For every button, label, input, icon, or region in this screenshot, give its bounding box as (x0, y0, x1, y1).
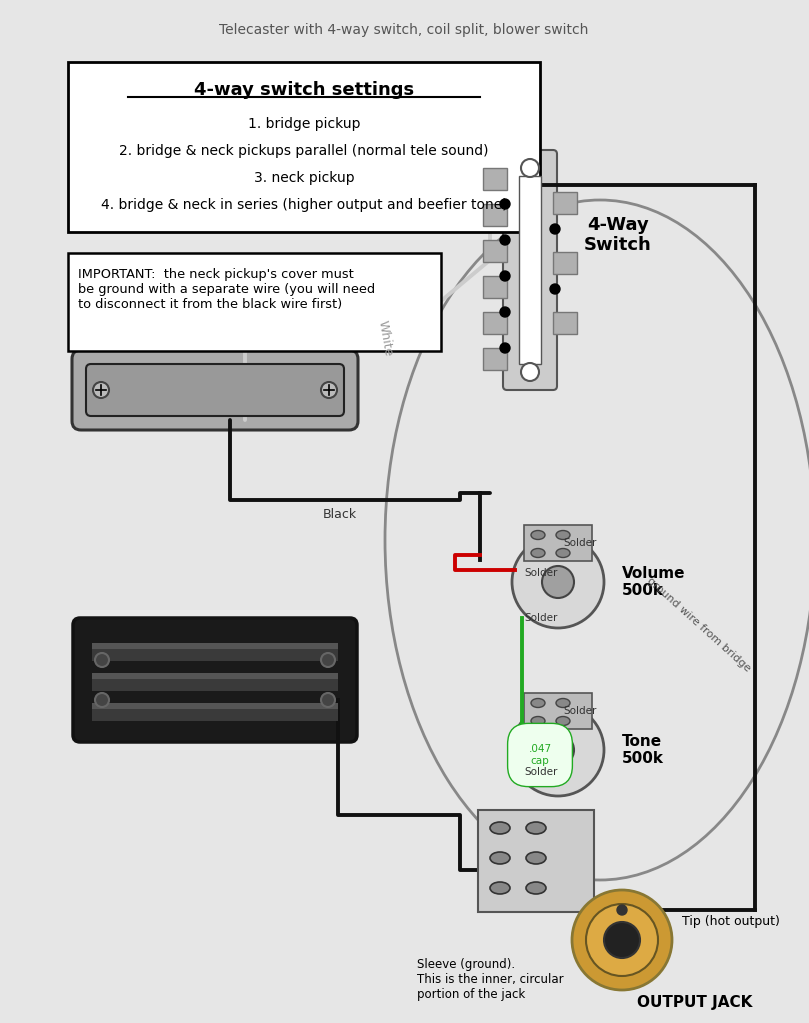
Circle shape (512, 704, 604, 796)
Ellipse shape (556, 716, 570, 725)
Circle shape (521, 159, 539, 177)
Circle shape (550, 284, 560, 294)
Ellipse shape (531, 699, 545, 708)
Circle shape (542, 733, 574, 766)
Circle shape (521, 363, 539, 381)
Bar (68, 62, 540, 232)
Text: ground wire from bridge: ground wire from bridge (645, 576, 752, 674)
Circle shape (93, 382, 109, 398)
FancyBboxPatch shape (86, 364, 344, 416)
Bar (92, 703, 338, 721)
Circle shape (617, 905, 627, 915)
Text: .047
cap: .047 cap (528, 744, 552, 766)
Ellipse shape (531, 531, 545, 539)
Text: Black: Black (323, 508, 357, 521)
Bar (483, 348, 507, 370)
Text: 4. bridge & neck in series (higher output and beefier tone): 4. bridge & neck in series (higher outpu… (100, 198, 507, 212)
Text: 1. bridge pickup: 1. bridge pickup (248, 117, 360, 131)
Circle shape (500, 271, 510, 281)
Ellipse shape (531, 548, 545, 558)
Circle shape (586, 904, 658, 976)
Circle shape (321, 382, 337, 398)
Bar (483, 204, 507, 226)
Ellipse shape (490, 882, 510, 894)
Circle shape (500, 307, 510, 317)
Ellipse shape (556, 699, 570, 708)
Circle shape (500, 235, 510, 244)
Circle shape (321, 653, 335, 667)
Text: Volume
500k: Volume 500k (622, 566, 685, 598)
Bar (68, 253, 441, 351)
Text: 4-Way
Switch: 4-Way Switch (584, 216, 652, 255)
Bar (553, 312, 577, 333)
Circle shape (542, 566, 574, 598)
Text: IMPORTANT:  the neck pickup's cover must
be ground with a separate wire (you wil: IMPORTANT: the neck pickup's cover must … (78, 268, 375, 311)
Circle shape (500, 199, 510, 209)
Text: OUTPUT JACK: OUTPUT JACK (637, 994, 752, 1010)
FancyBboxPatch shape (73, 618, 357, 742)
Text: Tone
500k: Tone 500k (622, 733, 664, 766)
Bar (483, 240, 507, 262)
Bar (483, 168, 507, 190)
FancyBboxPatch shape (72, 350, 358, 430)
Bar (483, 312, 507, 333)
Bar (483, 276, 507, 298)
Circle shape (604, 922, 640, 958)
Ellipse shape (556, 531, 570, 539)
Ellipse shape (556, 548, 570, 558)
Circle shape (500, 343, 510, 353)
Circle shape (95, 693, 109, 707)
Text: Sleeve (ground).
This is the inner, circular
portion of the jack: Sleeve (ground). This is the inner, circ… (417, 958, 564, 1000)
Ellipse shape (526, 882, 546, 894)
Bar (524, 693, 592, 729)
Text: 4-way switch settings: 4-way switch settings (194, 81, 414, 99)
Bar (92, 703, 338, 709)
Circle shape (572, 890, 672, 990)
Bar (92, 673, 338, 679)
Text: Solder: Solder (563, 538, 596, 548)
Bar (553, 192, 577, 214)
Bar (519, 176, 541, 364)
Text: Telecaster with 4-way switch, coil split, blower switch: Telecaster with 4-way switch, coil split… (219, 23, 589, 37)
Bar (553, 252, 577, 274)
Text: 2. bridge & neck pickups parallel (normal tele sound): 2. bridge & neck pickups parallel (norma… (119, 144, 489, 158)
Bar (478, 810, 594, 911)
Bar (92, 643, 338, 661)
Ellipse shape (490, 822, 510, 834)
Bar (92, 673, 338, 691)
Circle shape (321, 693, 335, 707)
Text: Solder: Solder (524, 613, 557, 623)
Circle shape (550, 224, 560, 234)
Ellipse shape (526, 852, 546, 864)
Bar (524, 525, 592, 561)
Circle shape (95, 653, 109, 667)
Ellipse shape (490, 852, 510, 864)
Text: Solder: Solder (563, 706, 596, 716)
Text: Tip (hot output): Tip (hot output) (682, 916, 780, 929)
Bar (92, 643, 338, 649)
Text: Solder: Solder (524, 568, 557, 578)
Circle shape (512, 536, 604, 628)
Text: 3. neck pickup: 3. neck pickup (254, 171, 354, 185)
Ellipse shape (531, 716, 545, 725)
FancyBboxPatch shape (503, 150, 557, 390)
Ellipse shape (526, 822, 546, 834)
Text: Solder: Solder (524, 767, 557, 777)
Text: White: White (375, 319, 395, 357)
